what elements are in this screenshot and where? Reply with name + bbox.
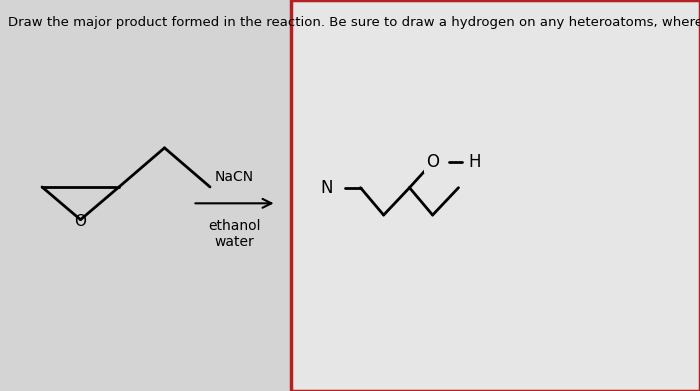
Text: N: N	[320, 179, 332, 197]
Text: Draw the major product formed in the reaction. Be sure to draw a hydrogen on any: Draw the major product formed in the rea…	[8, 16, 700, 29]
Text: O: O	[74, 214, 87, 229]
Text: H: H	[468, 153, 480, 171]
Text: ethanol
water: ethanol water	[209, 219, 260, 249]
Text: NaCN: NaCN	[215, 170, 254, 184]
Text: O: O	[426, 153, 439, 171]
Bar	[290, 0, 700, 391]
